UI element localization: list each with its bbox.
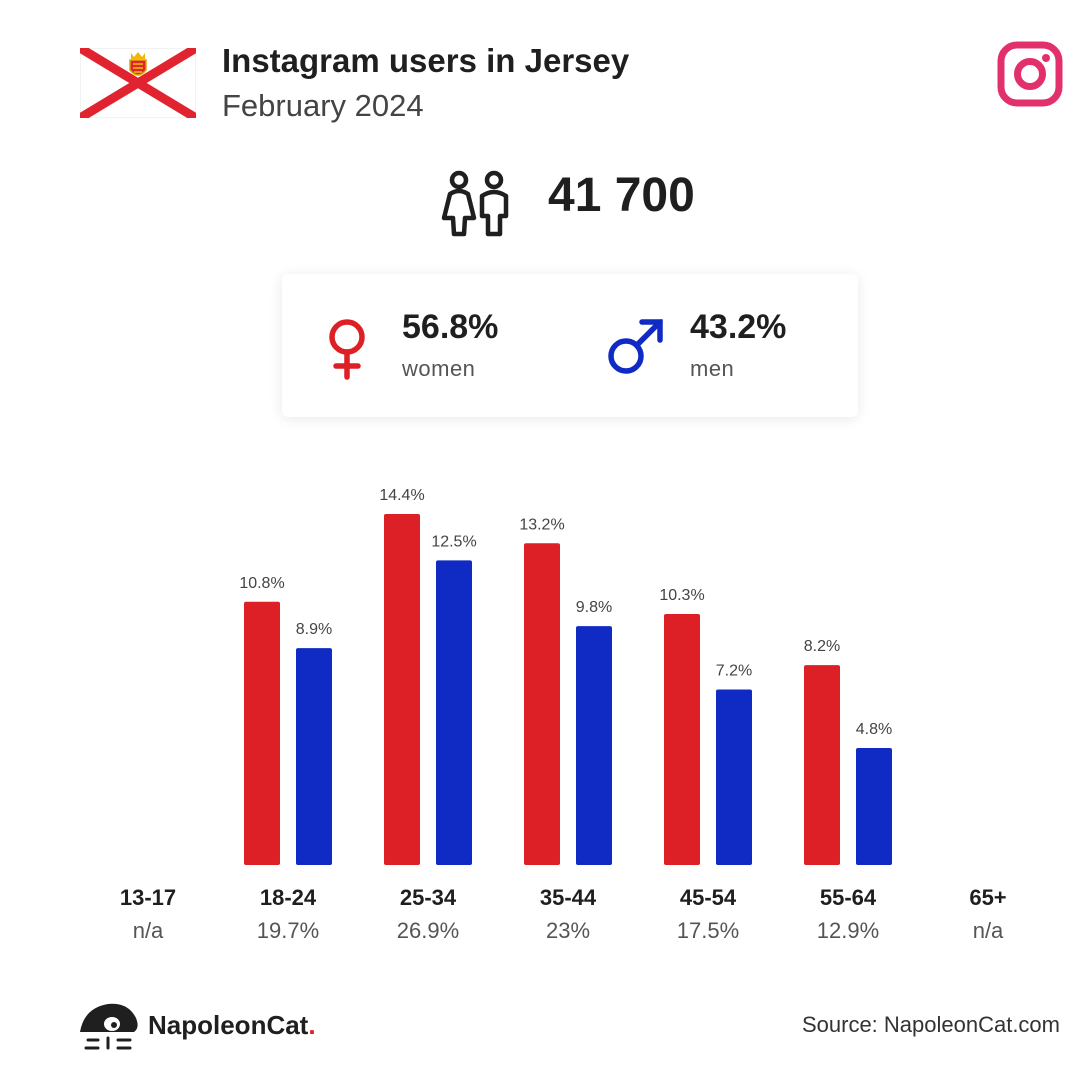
- chart-subtitle: February 2024: [222, 88, 424, 123]
- gender-card: 56.8% women 43.2% men: [282, 274, 858, 417]
- category-label: 55-64: [820, 885, 877, 910]
- category-label: 25-34: [400, 885, 457, 910]
- brand-name: NapoleonCat.: [148, 1010, 316, 1040]
- jersey-flag-icon: [80, 48, 196, 118]
- category-total: 19.7%: [257, 918, 319, 943]
- total-users-value: 41 700: [548, 169, 695, 222]
- men-percentage: 43.2%: [690, 308, 787, 346]
- women-label: women: [402, 356, 476, 381]
- napoleoncat-logo-icon: [80, 1003, 138, 1050]
- instagram-icon: [997, 41, 1063, 107]
- data-label: 4.8%: [856, 721, 892, 738]
- category-total: 12.9%: [817, 918, 879, 943]
- age-gender-bar-chart: 13-17 n/a 10.8% 8.9% 18-24 19.7% 14.4% 12.5% 25-…: [120, 487, 1007, 943]
- bar-25-34-men: [436, 560, 472, 865]
- category-total: 23%: [546, 918, 590, 943]
- bar-55-64-men: [856, 748, 892, 865]
- users-icon: [441, 170, 509, 237]
- bar-18-24-men: [296, 648, 332, 865]
- data-label: 10.8%: [239, 575, 284, 592]
- category-label: 45-54: [680, 885, 737, 910]
- data-label: 13.2%: [519, 516, 564, 533]
- category-total: 17.5%: [677, 918, 739, 943]
- bar-45-54-women: [664, 613, 700, 865]
- women-percentage: 56.8%: [402, 308, 499, 346]
- category-total: n/a: [133, 918, 164, 943]
- bar-25-34-women: [384, 514, 420, 865]
- data-label: 8.9%: [296, 621, 332, 638]
- data-label: 12.5%: [431, 533, 476, 550]
- bar-35-44-women: [524, 543, 560, 865]
- category-label: 65+: [969, 885, 1006, 910]
- category-label: 13-17: [120, 885, 176, 910]
- data-label: 14.4%: [379, 487, 424, 504]
- category-label: 35-44: [540, 885, 597, 910]
- category-total: 26.9%: [397, 918, 459, 943]
- men-label: men: [690, 356, 735, 381]
- chart-title: Instagram users in Jersey: [222, 42, 630, 79]
- source-text: Source: NapoleonCat.com: [801, 1012, 1060, 1037]
- female-icon: [329, 319, 365, 380]
- data-label: 7.2%: [716, 663, 752, 680]
- male-icon: [608, 319, 663, 374]
- data-label: 8.2%: [804, 638, 840, 655]
- bar-55-64-women: [804, 665, 840, 865]
- bar-35-44-men: [576, 626, 612, 865]
- bar-18-24-women: [244, 601, 280, 865]
- bar-45-54-men: [716, 689, 752, 865]
- category-total: n/a: [973, 918, 1004, 943]
- data-label: 10.3%: [659, 587, 704, 604]
- category-label: 18-24: [260, 885, 317, 910]
- data-label: 9.8%: [576, 599, 612, 616]
